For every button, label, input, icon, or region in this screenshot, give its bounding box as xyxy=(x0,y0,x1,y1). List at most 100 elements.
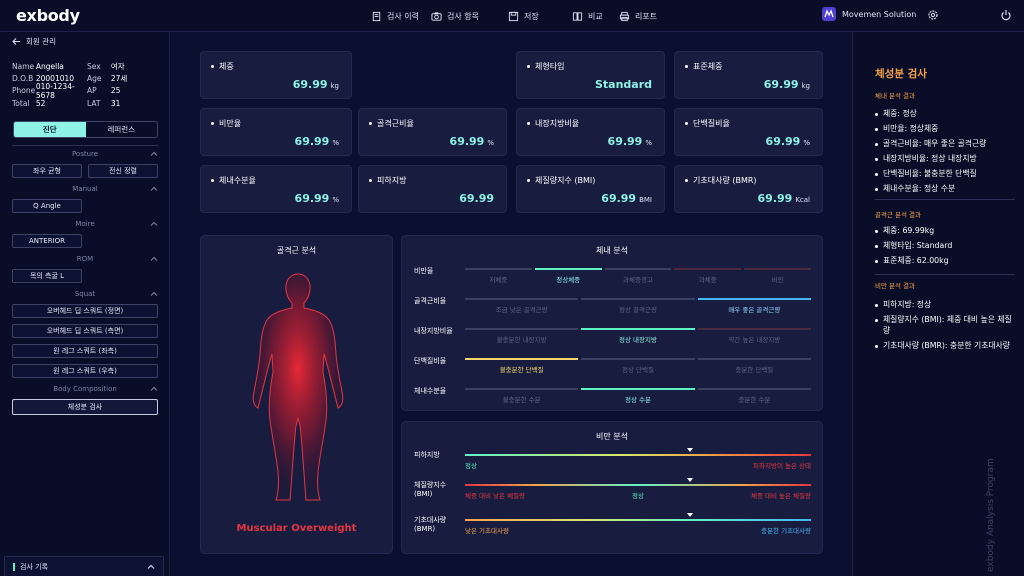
segment-label: 불충분한 내장지방 xyxy=(496,336,547,344)
nav-items[interactable]: 검사 항목 xyxy=(431,0,479,32)
info-key: Name xyxy=(12,61,35,71)
skeletal-result-heading: 골격근 분석 결과 xyxy=(875,211,921,219)
segment-bar xyxy=(465,388,579,390)
info-key: D.O.B xyxy=(12,73,34,83)
segment-bar xyxy=(674,268,742,270)
marker-icon xyxy=(686,513,693,517)
save-icon xyxy=(508,11,519,21)
segment-bar xyxy=(697,388,811,390)
metric-card-protein: 단백질비율 69.99% xyxy=(674,108,823,156)
metric-card-subcutaneous-fat: 피하지방 69.99 xyxy=(358,165,507,213)
exam-record-bar[interactable]: 검사 기록 xyxy=(4,556,164,576)
nav-report-label: 리포트 xyxy=(635,11,658,21)
info-row: D.O.B 20001010 Age 27세 xyxy=(12,72,162,84)
info-key: Sex xyxy=(87,61,101,71)
squat-overhead-side-button[interactable]: 오버헤드 딥 스쿼트 (측면) xyxy=(12,324,158,338)
info-key: LAT xyxy=(87,98,101,108)
metric-number: 69.99 xyxy=(292,78,328,91)
list-item: 단백질비율: 불충분한 단백질 xyxy=(875,169,1015,180)
gear-icon[interactable] xyxy=(927,9,939,21)
metric-unit: % xyxy=(332,139,339,147)
program-watermark: exbody Analysis Program xyxy=(986,458,996,572)
nav-report[interactable]: 리포트 xyxy=(619,0,657,32)
chevron-up-icon xyxy=(147,564,155,569)
segment-bar xyxy=(697,358,811,360)
metric-value: 69.99 kg xyxy=(764,78,810,91)
gradient-bar xyxy=(465,519,811,521)
brand-logo-icon xyxy=(822,7,836,21)
metric-value: 69.99 kg xyxy=(293,78,339,91)
metric-value: 69.99% xyxy=(295,135,339,148)
metric-number: 69.99 xyxy=(294,192,330,205)
metric-unit: BMI xyxy=(639,196,652,204)
section-posture[interactable]: Posture xyxy=(12,150,158,160)
moire-anterior-button[interactable]: ANTERIOR xyxy=(12,234,82,248)
nav-save[interactable]: 저장 xyxy=(508,0,539,32)
marker-icon xyxy=(686,448,693,452)
segment-bar xyxy=(581,388,695,390)
segment-label: 매우 좋은 골격근량 xyxy=(728,306,781,314)
body-analysis-row-label: 비만율 xyxy=(414,267,434,275)
metric-unit: Kcal xyxy=(795,196,810,204)
list-item: 비만율: 정상체중 xyxy=(875,124,1015,135)
manual-qangle-button[interactable]: Q Angle xyxy=(12,199,82,213)
chevron-up-icon xyxy=(150,186,158,191)
list-item: 체중: 정상 xyxy=(875,109,1015,120)
section-moire-label: Moire xyxy=(75,220,95,228)
metric-unit: kg xyxy=(801,82,811,90)
squat-oneleg-right-button[interactable]: 원 레그 스쿼트 (우측) xyxy=(12,364,158,378)
segment-label: 정상체중 xyxy=(556,276,581,284)
metric-number: 69.99 xyxy=(765,135,801,148)
metric-value: 69.99% xyxy=(450,135,494,148)
info-value: 25 xyxy=(110,86,121,96)
body-analysis-row-label: 내장지방비율 xyxy=(414,327,453,335)
metric-card-obesity-rate: 비만율 69.99% xyxy=(200,108,352,156)
section-rom[interactable]: ROM xyxy=(12,255,158,265)
info-row: Total 52 LAT 31 xyxy=(12,97,162,109)
nav-history[interactable]: 검사 이력 xyxy=(371,0,419,32)
metric-card-visceral-fat: 내장지방비율 69.99% xyxy=(516,108,665,156)
brand-account[interactable]: Movemen Solution xyxy=(822,7,916,21)
body-silhouette-icon xyxy=(252,273,344,501)
member-info: Name Angella Sex 여자 D.O.B 20001010 Age 2… xyxy=(12,60,162,109)
info-key: Phone xyxy=(12,86,36,96)
body-composition-button[interactable]: 체성분 검사 xyxy=(12,399,158,415)
result-panel: 체성분 검사 체내 분석 결과 체중: 정상 비만율: 정상체중 골격근비율: … xyxy=(852,32,1024,576)
section-body-composition[interactable]: Body Composition xyxy=(12,385,158,395)
metric-card-bmr: 기초대사량 (BMR) 69.99 Kcal xyxy=(674,165,823,213)
metric-value: 69.99 Kcal xyxy=(758,192,810,205)
body-analysis-title: 체내 분석 xyxy=(596,246,628,255)
body-analysis-row-label: 체내수분율 xyxy=(414,387,447,395)
sidebar: 회원 관리 Name Angella Sex 여자 D.O.B 20001010… xyxy=(0,32,170,576)
posture-balance-button[interactable]: 좌우 균형 xyxy=(12,164,82,178)
segment-bar xyxy=(534,268,602,270)
metric-card-body-type: 체형타입 Standard xyxy=(516,51,665,99)
app-logo: exbody xyxy=(16,6,80,25)
obesity-title: 비만 분석 xyxy=(596,432,628,441)
list-item: 기초대사량 (BMR): 충분한 기초대사량 xyxy=(875,341,1015,352)
section-moire[interactable]: Moire xyxy=(12,220,158,230)
tab-reference[interactable]: 레퍼런스 xyxy=(107,125,136,134)
info-row: Phone 010-1234-5678 AP 25 xyxy=(12,81,162,100)
nav-compare[interactable]: 비교 xyxy=(572,0,603,32)
rom-neck-button[interactable]: 목의 측굴 L xyxy=(12,269,82,283)
tab-diagnosis[interactable]: 진단 xyxy=(14,122,86,137)
power-icon[interactable] xyxy=(1000,9,1012,21)
section-body-composition-label: Body Composition xyxy=(53,385,117,393)
info-value: 010-1234-5678 xyxy=(35,81,75,100)
squat-overhead-front-button[interactable]: 오버헤드 딥 스쿼트 (정면) xyxy=(12,304,158,318)
segment-label: 조금 낮은 골격근량 xyxy=(495,306,548,314)
section-squat[interactable]: Squat xyxy=(12,290,158,300)
top-bar: exbody 검사 이력 검사 항목 저장 비교 리포트 Movemen Sol… xyxy=(0,0,1024,32)
metric-unit: % xyxy=(645,139,652,147)
posture-alignment-button[interactable]: 전신 정렬 xyxy=(88,164,158,178)
back-link[interactable]: 회원 관리 xyxy=(12,36,56,47)
segment-bar xyxy=(465,328,579,330)
obesity-result-list: 피하지방: 정상 체질량지수 (BMI): 체중 대비 높은 체질량 기초대사량… xyxy=(875,300,1015,356)
body-analysis-result-heading: 체내 분석 결과 xyxy=(875,92,916,100)
squat-oneleg-left-button[interactable]: 원 레그 스쿼트 (좌측) xyxy=(12,344,158,358)
section-manual[interactable]: Manual xyxy=(12,185,158,195)
document-icon xyxy=(372,11,381,21)
metric-label: 체질량지수 (BMI) xyxy=(527,175,595,186)
marker-icon xyxy=(686,478,693,482)
